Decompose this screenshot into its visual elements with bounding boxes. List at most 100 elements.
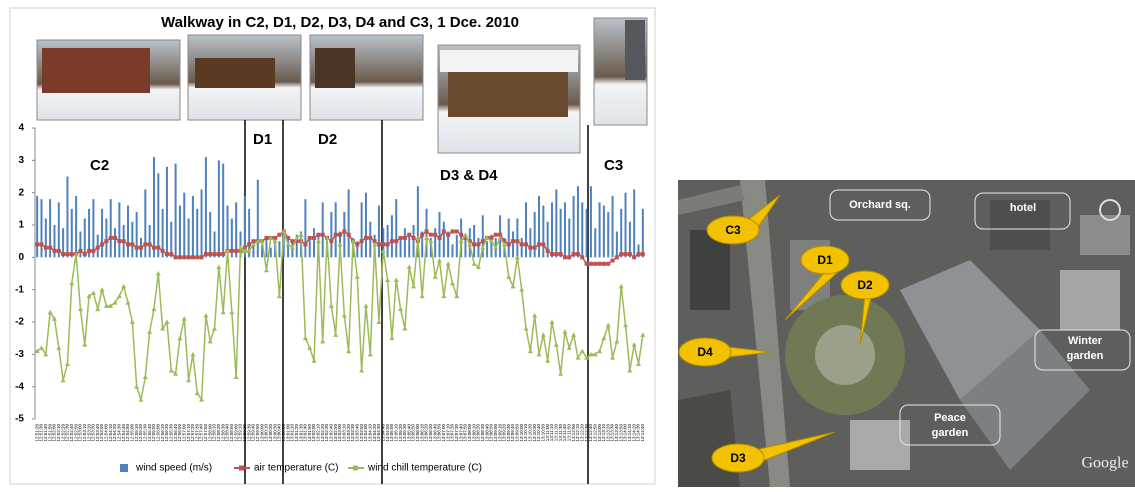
- marker: [320, 232, 325, 237]
- bar: [135, 212, 138, 258]
- x-tick-label: 12:59:50: [255, 424, 260, 442]
- map-label: Winter: [1068, 335, 1103, 347]
- x-tick-label: 13:09:00: [493, 424, 498, 442]
- marker: [579, 348, 585, 354]
- x-tick-label: 12:53:00: [78, 424, 83, 442]
- x-tick-label: 13:02:50: [333, 424, 338, 442]
- marker: [489, 235, 494, 240]
- x-tick-label: 12:55:40: [147, 424, 152, 442]
- marker: [220, 309, 226, 315]
- bar: [451, 244, 454, 258]
- marker: [95, 245, 100, 250]
- x-tick-label: 13:14:40: [640, 424, 645, 442]
- marker: [463, 235, 468, 240]
- marker: [562, 329, 568, 334]
- bar: [581, 202, 584, 258]
- x-tick-label: 13:07:40: [458, 424, 463, 442]
- marker: [528, 245, 533, 250]
- bar: [408, 234, 411, 258]
- marker: [108, 303, 114, 308]
- bar: [209, 212, 212, 258]
- marker: [454, 229, 459, 234]
- bar: [507, 218, 510, 258]
- bar: [222, 163, 225, 258]
- x-tick-label: 13:05:40: [406, 424, 411, 442]
- x-tick-label: 13:06:40: [432, 424, 437, 442]
- bar: [187, 218, 190, 258]
- bar: [200, 189, 203, 258]
- marker: [168, 368, 174, 373]
- x-tick-label: 12:59:30: [246, 424, 251, 442]
- bar: [542, 205, 545, 258]
- marker: [169, 252, 174, 257]
- x-tick-label: 13:10:50: [541, 424, 546, 442]
- x-tick-label: 13:07:50: [463, 424, 468, 442]
- bar: [243, 195, 246, 258]
- bar: [559, 208, 562, 258]
- x-tick-label: 12:59:40: [251, 424, 256, 442]
- x-tick-label: 13:02:00: [311, 424, 316, 442]
- marker: [221, 252, 226, 257]
- marker: [134, 384, 140, 389]
- bar: [602, 205, 605, 258]
- marker: [78, 248, 83, 253]
- legend-label: wind speed (m/s): [135, 463, 212, 474]
- marker: [506, 242, 511, 247]
- x-tick-label: 12:56:50: [177, 424, 182, 442]
- bar: [44, 218, 47, 258]
- marker: [472, 242, 477, 247]
- marker: [502, 239, 507, 244]
- marker: [471, 261, 477, 266]
- bar: [66, 176, 69, 258]
- marker: [51, 316, 57, 321]
- marker: [341, 313, 347, 318]
- marker: [554, 252, 559, 257]
- x-tick-label: 13:08:20: [476, 424, 481, 442]
- bar: [191, 195, 194, 258]
- x-tick-label: 13:12:10: [575, 424, 580, 442]
- marker: [99, 287, 105, 292]
- bar: [287, 237, 290, 258]
- marker: [575, 252, 580, 257]
- marker: [164, 252, 169, 257]
- marker: [190, 351, 196, 357]
- marker: [380, 248, 386, 253]
- marker: [580, 255, 585, 260]
- marker: [398, 306, 404, 312]
- marker: [459, 232, 464, 237]
- bar: [464, 237, 467, 258]
- marker: [488, 238, 494, 244]
- marker: [130, 242, 135, 247]
- marker: [441, 229, 446, 234]
- x-tick-label: 12:52:00: [52, 424, 57, 442]
- marker: [363, 303, 369, 308]
- bar: [213, 231, 216, 258]
- bar: [261, 244, 264, 258]
- marker: [588, 261, 593, 266]
- bar: [334, 202, 337, 258]
- bar: [399, 237, 402, 258]
- x-tick-label: 12:53:20: [86, 424, 91, 442]
- bar: [304, 199, 307, 258]
- marker: [251, 239, 256, 244]
- x-tick-label: 12:55:00: [130, 424, 135, 442]
- x-tick-label: 13:06:10: [419, 424, 424, 442]
- marker: [121, 239, 126, 244]
- marker: [402, 235, 407, 240]
- marker: [294, 239, 299, 244]
- x-tick-label: 12:59:20: [242, 424, 247, 442]
- bar: [390, 215, 393, 258]
- marker: [298, 232, 304, 237]
- marker: [519, 287, 525, 292]
- marker: [186, 255, 191, 260]
- bar: [395, 199, 398, 258]
- marker: [545, 358, 551, 363]
- x-tick-label: 13:08:30: [480, 424, 485, 442]
- x-tick-label: 12:57:30: [194, 424, 199, 442]
- x-tick-label: 13:02:20: [320, 424, 325, 442]
- marker: [619, 252, 624, 257]
- marker: [312, 235, 317, 240]
- marker: [631, 342, 637, 347]
- marker: [532, 245, 537, 250]
- marker: [237, 245, 243, 250]
